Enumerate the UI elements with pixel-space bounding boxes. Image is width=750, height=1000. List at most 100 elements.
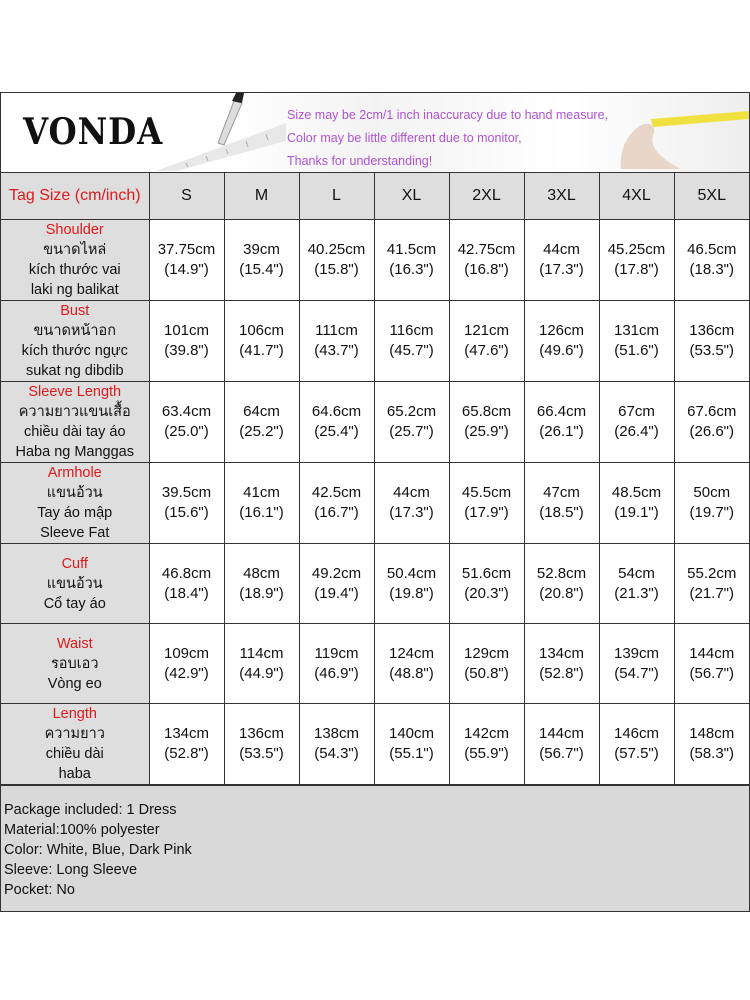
cm-value: 42.75cm: [457, 241, 516, 258]
measurement-title: Waist: [56, 635, 93, 652]
cm-value: 114cm: [239, 644, 284, 662]
cm-value: 41.5cm: [386, 241, 437, 258]
measurement-cell: 50.4cm (19.8"): [373, 543, 450, 624]
measurement-cell: 111cm (43.7"): [298, 300, 375, 382]
cm-value: 64.6cm: [311, 403, 362, 420]
size-header: 2XL: [448, 173, 525, 220]
inch-value: (20.3"): [464, 584, 509, 602]
measurement-cell: 47cm (18.5"): [523, 462, 600, 544]
measurement-cell: 51.6cm (20.3"): [448, 543, 525, 624]
measurement-cell: 64cm (25.2"): [223, 381, 300, 463]
size-chart: VONDA Size may be 2cm/1 inch inaccuracy …: [0, 92, 750, 912]
note-line: Size may be 2cm/1 inch inaccuracy due to…: [287, 108, 609, 122]
measurement-cell: 136cm (53.5"): [223, 703, 300, 785]
inch-value: (16.8"): [464, 261, 509, 278]
measurement-cell: 139cm (54.7"): [598, 623, 675, 704]
measurement-label: Sleeve Length ความยาวแขนเสื้อ chiều dài ta…: [1, 381, 150, 463]
cm-value: 48cm: [243, 564, 280, 582]
cm-value: 106cm: [238, 322, 285, 339]
inch-value: (46.9"): [314, 664, 359, 682]
inch-value: (26.4"): [614, 423, 659, 440]
measurement-cell: 136cm (53.5"): [673, 300, 749, 382]
inch-value: (18.5"): [539, 504, 584, 521]
header-row: Tag Size (cm/inch) S M L XL 2XL 3XL 4XL 5XL: [1, 173, 749, 220]
cm-value: 109cm: [163, 644, 210, 662]
measurement-row: Length ความยาว chiều dài haba 134cm (52.8") 13…: [1, 703, 749, 785]
inch-value: (52.8"): [539, 664, 584, 682]
measurement-title: Sleeve Length: [28, 384, 122, 400]
cm-value: 39cm: [243, 241, 280, 258]
measurement-translation: แขนอ้วน: [46, 575, 103, 592]
inch-value: (58.3"): [689, 745, 734, 762]
measurement-cell: 42.75cm (16.8"): [448, 219, 525, 301]
cm-value: 140cm: [388, 725, 435, 742]
inch-value: (21.3"): [614, 584, 659, 602]
cm-value: 45.25cm: [607, 241, 666, 258]
brand-logo: VONDA: [23, 111, 164, 153]
measurement-translation: haba: [58, 766, 91, 782]
inch-value: (48.8"): [389, 664, 434, 682]
measurement-cell: 134cm (52.8"): [523, 623, 600, 704]
cm-value: 134cm: [538, 644, 585, 662]
inch-value: (18.4"): [164, 584, 209, 602]
measurement-translation: Tay áo mập: [37, 505, 113, 521]
measurement-label: Shoulder ขนาดไหล่ kích thước vai laki ng ba…: [1, 219, 150, 301]
measurement-translation: Haba ng Manggas: [15, 444, 135, 460]
measurement-cell: 48.5cm (19.1"): [598, 462, 675, 544]
size-header: XL: [373, 173, 450, 220]
cm-value: 39.5cm: [161, 484, 212, 501]
inch-value: (15.6"): [164, 504, 209, 521]
inch-value: (25.9"): [464, 423, 509, 440]
cm-value: 50cm: [693, 484, 731, 501]
cm-value: 126cm: [538, 322, 585, 339]
measurement-label: Waist รอบเอว Vòng eo: [1, 623, 150, 704]
measurement-translation: Vòng eo: [47, 675, 102, 692]
measurement-title: Length: [52, 706, 97, 722]
measurement-row: Bust ขนาดหน้าอก kích thước ngực sukat ng di…: [1, 300, 749, 382]
measurement-cell: 37.75cm (14.9"): [148, 219, 225, 301]
measurement-cell: 119cm (46.9"): [298, 623, 375, 704]
measurement-label: Cuff แขนอ้วน Cổ tay áo: [1, 543, 150, 624]
cm-value: 63.4cm: [161, 403, 212, 420]
note-line: Thanks for understanding!: [287, 154, 433, 168]
cm-value: 142cm: [463, 725, 510, 742]
measurement-cell: 106cm (41.7"): [223, 300, 300, 382]
cm-value: 119cm: [314, 644, 359, 662]
measurement-title: Shoulder: [45, 222, 104, 238]
measurement-cell: 67cm (26.4"): [598, 381, 675, 463]
measurement-title: Cuff: [61, 555, 88, 572]
inch-value: (41.7"): [239, 342, 284, 359]
measurement-cell: 144cm (56.7"): [673, 623, 749, 704]
cm-value: 37.75cm: [157, 241, 216, 258]
cm-value: 111cm: [315, 322, 358, 339]
measurement-translation: chiều dài: [45, 746, 104, 762]
size-header: 3XL: [523, 173, 600, 220]
measurement-translation: ขนาดหน้าอก: [33, 323, 116, 339]
inch-value: (18.9"): [239, 584, 284, 602]
cm-value: 65.8cm: [461, 403, 512, 420]
measurement-title: Bust: [60, 303, 90, 319]
measurement-cell: 50cm (19.7"): [673, 462, 749, 544]
cm-value: 46.8cm: [161, 564, 212, 582]
inch-value: (25.7"): [389, 423, 434, 440]
size-header: 5XL: [673, 173, 749, 220]
inch-value: (55.1"): [389, 745, 434, 762]
inch-value: (53.5"): [239, 745, 284, 762]
pencil-ruler-icon: [156, 93, 286, 171]
size-header: 4XL: [598, 173, 675, 220]
cm-value: 139cm: [613, 644, 660, 662]
note-line: Color may be little different due to mon…: [287, 131, 522, 145]
inch-value: (14.9"): [164, 261, 209, 278]
measurement-translation: แขนอ้วน: [46, 485, 103, 501]
inch-value: (26.1"): [539, 423, 584, 440]
cm-value: 116cm: [389, 322, 434, 339]
measurement-translation: ความยาว: [44, 726, 105, 742]
cm-value: 131cm: [613, 322, 660, 339]
measurement-cell: 64.6cm (25.4"): [298, 381, 375, 463]
inch-value: (15.8"): [314, 261, 359, 278]
measurement-label: Bust ขนาดหน้าอก kích thước ngực sukat ng di…: [1, 300, 150, 382]
inch-value: (20.8"): [539, 584, 584, 602]
info-line: Package included: 1 Dress: [4, 802, 177, 818]
inch-value: (53.5"): [689, 342, 734, 359]
